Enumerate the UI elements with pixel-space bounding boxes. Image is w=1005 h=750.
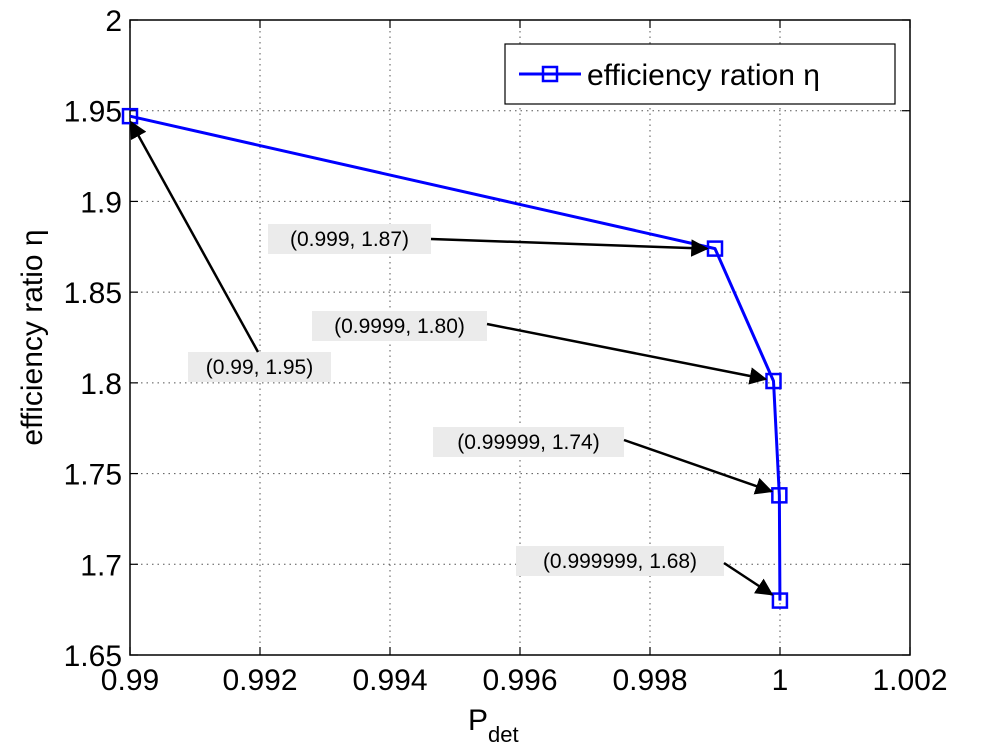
legend-label: efficiency ration η: [587, 59, 820, 92]
x-tick-label: 0.998: [612, 664, 687, 697]
series-marker: [121, 107, 139, 125]
axis-ticks: 0.99 0.992 0.994 0.996 0.998 1 1.002 1.65 1.7 1.7…: [64, 5, 948, 697]
y-tick-label: 2: [105, 5, 122, 38]
series-layer: [121, 107, 789, 609]
annotation-label: (0.9999, 1.80): [334, 315, 465, 338]
x-tick-label: 0.996: [482, 664, 557, 697]
x-axis-label-subscript: det: [488, 722, 519, 747]
annotation-box: [268, 224, 431, 254]
x-tick-label: 0.994: [352, 664, 427, 697]
annotations: (0.99, 1.95) (0.999, 1.87) (0.9999, 1.80) (…: [129, 120, 774, 596]
series-marker: [771, 592, 789, 609]
y-tick-label: 1.95: [64, 96, 122, 129]
x-tick-label: 1: [772, 664, 789, 697]
y-axis-label: efficiency ratio η: [16, 229, 49, 445]
annotation: (0.99999, 1.74): [433, 427, 774, 495]
y-tick-label: 1.85: [64, 277, 122, 310]
annotation-arrow: [723, 561, 774, 596]
x-axis-label: Pdet: [468, 704, 519, 747]
annotation-label: (0.99, 1.95): [206, 356, 313, 379]
series-marker: [771, 487, 788, 504]
annotation-box: [433, 427, 624, 457]
annotation: (0.999, 1.87): [268, 224, 709, 257]
y-tick-label: 1.9: [80, 186, 122, 219]
annotation-arrow: [623, 438, 774, 495]
annotation-arrow: [486, 322, 768, 385]
x-tick-label: 1.002: [872, 664, 947, 697]
x-tick-label: 0.992: [222, 664, 297, 697]
annotation-label: (0.99999, 1.74): [457, 431, 599, 454]
x-tick-label: 0.99: [101, 664, 159, 697]
annotation: (0.9999, 1.80): [312, 311, 768, 385]
y-tick-label: 1.75: [64, 459, 122, 492]
x-axis-label-main: P: [468, 704, 488, 737]
annotation-box: [516, 546, 724, 576]
annotation: (0.99, 1.95): [129, 120, 331, 382]
series-line: [129, 114, 782, 601]
y-tick-label: 1.8: [80, 368, 122, 401]
annotation-box: [188, 352, 331, 382]
annotation-arrow: [430, 237, 709, 257]
legend: efficiency ration η: [504, 43, 896, 105]
annotation-label: (0.999999, 1.68): [543, 550, 697, 573]
y-tick-label: 1.7: [80, 549, 122, 582]
annotation: (0.999999, 1.68): [516, 546, 774, 596]
annotation-label: (0.999, 1.87): [290, 228, 409, 251]
y-tick-label: 1.65: [64, 640, 122, 673]
annotation-box: [312, 311, 487, 341]
annotation-arrow: [129, 120, 260, 353]
legend-marker: [541, 65, 559, 83]
